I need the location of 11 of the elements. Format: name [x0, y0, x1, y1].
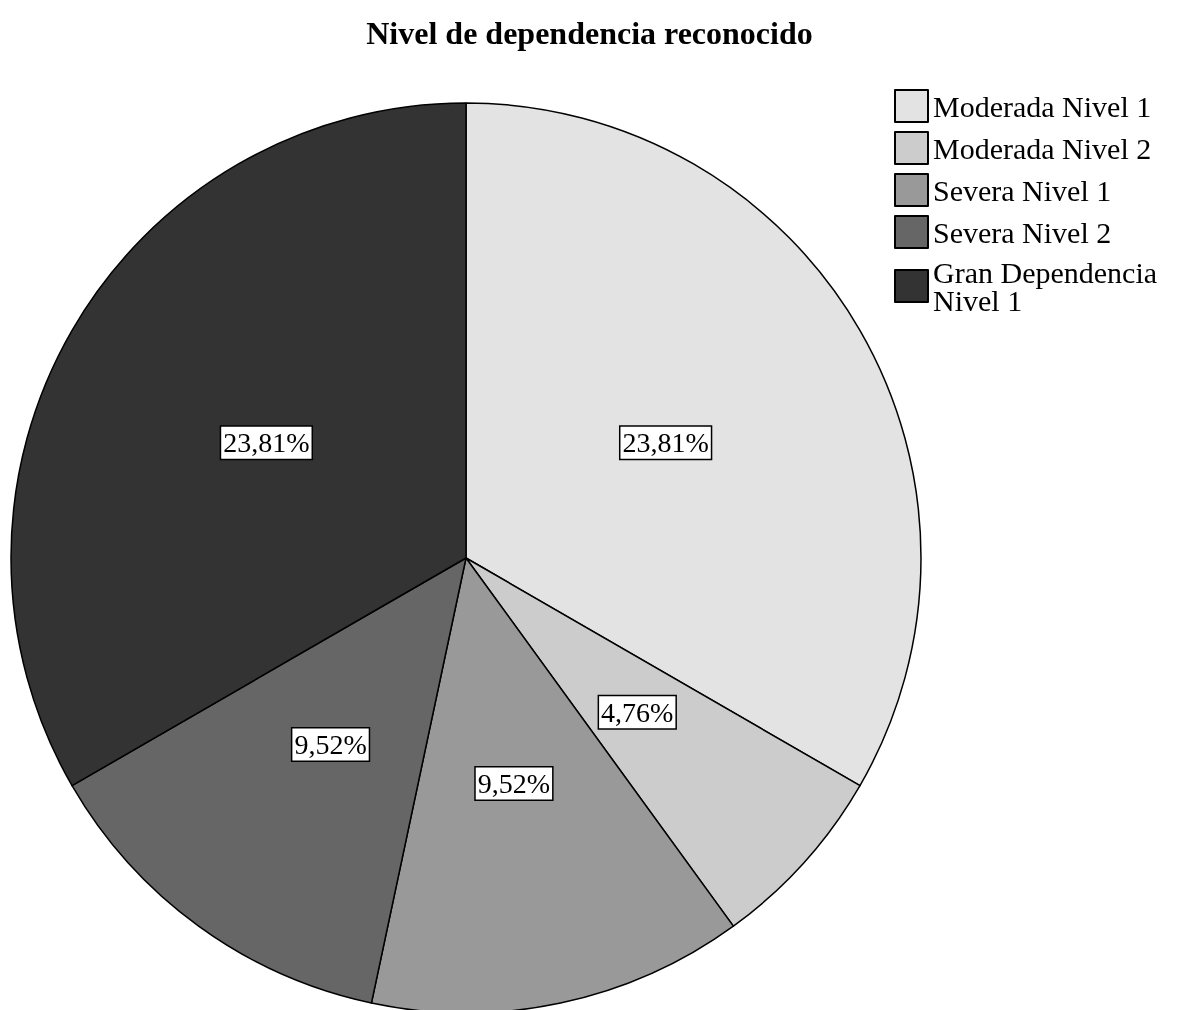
legend-label: Moderada Nivel 1 [933, 89, 1152, 123]
legend-label: Moderada Nivel 2 [933, 131, 1152, 165]
data-label: 23,81% [223, 427, 310, 459]
legend-label: Severa Nivel 2 [933, 215, 1112, 249]
legend-label: Gran Dependencia Nivel 1 [933, 255, 1165, 317]
data-label: 4,76% [601, 696, 674, 728]
legend-label: Severa Nivel 1 [933, 173, 1112, 207]
chart-title: Nivel de dependencia reconocido [366, 15, 813, 51]
data-label: 9,52% [477, 767, 551, 799]
data-label: 23,81% [622, 427, 709, 459]
data-label: 9,52% [294, 729, 367, 760]
